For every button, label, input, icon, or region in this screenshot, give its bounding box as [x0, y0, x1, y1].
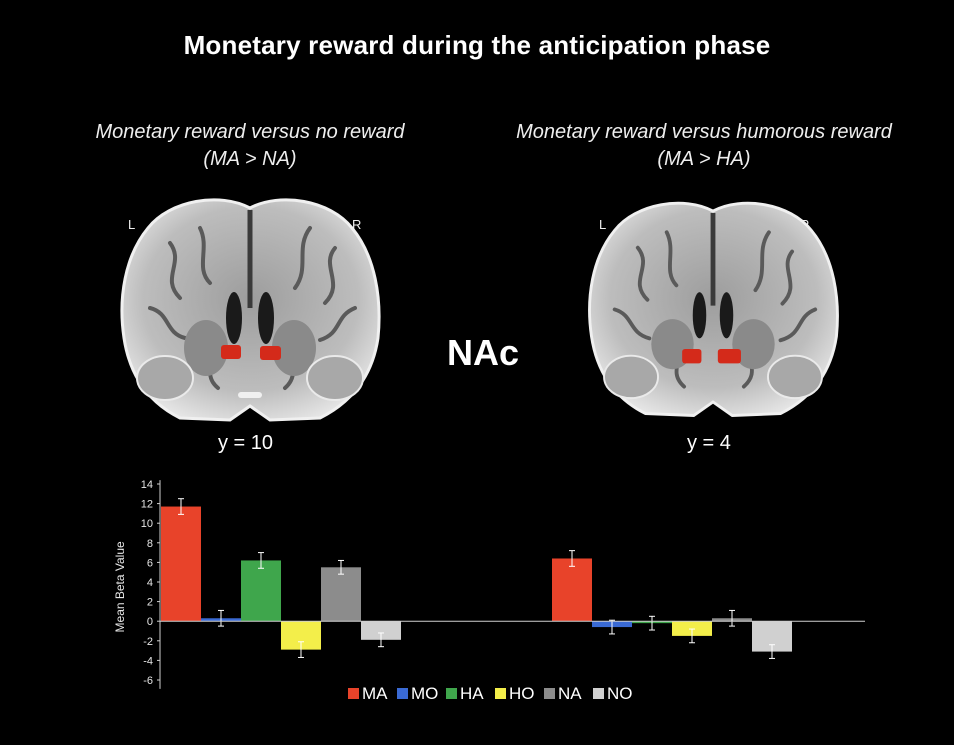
y-tick-label: 8: [147, 538, 153, 550]
legend-label-ho: HO: [509, 684, 535, 703]
legend-label-ha: HA: [460, 684, 484, 703]
legend-label-no: NO: [607, 684, 633, 703]
y-tick-label: 10: [141, 518, 153, 530]
legend-swatch-mo: [397, 688, 408, 699]
legend-swatch-no: [593, 688, 604, 699]
left-brain-basal-ganglia-left: [184, 320, 228, 376]
right-brain-temporal-left: [603, 354, 659, 400]
legend-swatch-ho: [495, 688, 506, 699]
left-brain-optic-chiasm: [238, 392, 262, 398]
right-panel-coordinate: y = 4: [687, 432, 731, 454]
legend-label-ma: MA: [362, 684, 388, 703]
right-panel-subtitle-line2: (MA > HA): [657, 148, 751, 170]
left-panel-subtitle: Monetary reward versus no reward (MA > N…: [45, 119, 455, 173]
y-tick-label: 0: [147, 616, 153, 628]
y-tick-label: 6: [147, 557, 153, 569]
right-panel-subtitle: Monetary reward versus humorous reward (…: [476, 119, 932, 173]
legend-swatch-ha: [446, 688, 457, 699]
left-brain-temporal-left: [136, 355, 194, 401]
bar-group2-ma: [552, 558, 592, 622]
left-panel-coordinate: y = 10: [218, 432, 274, 454]
legend-label-mo: MO: [411, 684, 438, 703]
beta-value-bar-chart: 14 12 10 8 6 4 2 0 -2 -4 -6 Mean Beta Value MA MO HA HO…: [113, 479, 865, 703]
y-tick-label: -2: [143, 636, 153, 648]
left-brain-left-ventricle: [226, 292, 242, 344]
right-brain-right-ventricle: [719, 292, 734, 339]
legend-label-na: NA: [558, 684, 582, 703]
region-label: NAc: [447, 332, 520, 373]
left-brain-coronal-slice: [120, 198, 381, 422]
left-brain-right-ventricle: [258, 292, 274, 344]
right-panel-subtitle-line1: Monetary reward versus humorous reward: [516, 121, 892, 143]
y-tick-label: 12: [141, 499, 153, 511]
y-tick-label: 4: [147, 577, 153, 589]
left-brain-temporal-right: [306, 355, 364, 401]
left-activation-left-nac: [221, 345, 241, 359]
left-panel-subtitle-line1: Monetary reward versus no reward: [95, 121, 405, 143]
figure-title: Monetary reward during the anticipation …: [183, 30, 771, 60]
y-tick-label: 14: [141, 479, 153, 491]
left-brain-basal-ganglia-right: [272, 320, 316, 376]
left-activation-right-nac: [260, 346, 281, 360]
right-brain-coronal-slice: [588, 201, 839, 417]
right-brain-temporal-right: [767, 354, 823, 400]
bar-group1-ma: [161, 506, 201, 622]
bar-group1-ha: [241, 560, 281, 622]
right-brain-basal-ganglia-right: [732, 319, 775, 370]
bar-group1-na: [321, 567, 361, 622]
bar-group1-no: [361, 621, 401, 640]
legend-swatch-na: [544, 688, 555, 699]
y-tick-label: -6: [143, 675, 153, 687]
legend-swatch-ma: [348, 688, 359, 699]
left-panel-left-label: L: [128, 217, 136, 232]
right-activation-right-nac: [717, 348, 741, 364]
left-panel-right-label: R: [352, 217, 362, 232]
right-activation-left-nac: [682, 348, 702, 364]
right-brain-left-ventricle: [692, 292, 707, 339]
y-tick-label: 2: [147, 597, 153, 609]
left-panel-subtitle-line2: (MA > NA): [203, 148, 297, 170]
y-tick-label: -4: [143, 655, 153, 667]
y-axis-title: Mean Beta Value: [113, 541, 127, 632]
right-panel-left-label: L: [599, 217, 607, 232]
